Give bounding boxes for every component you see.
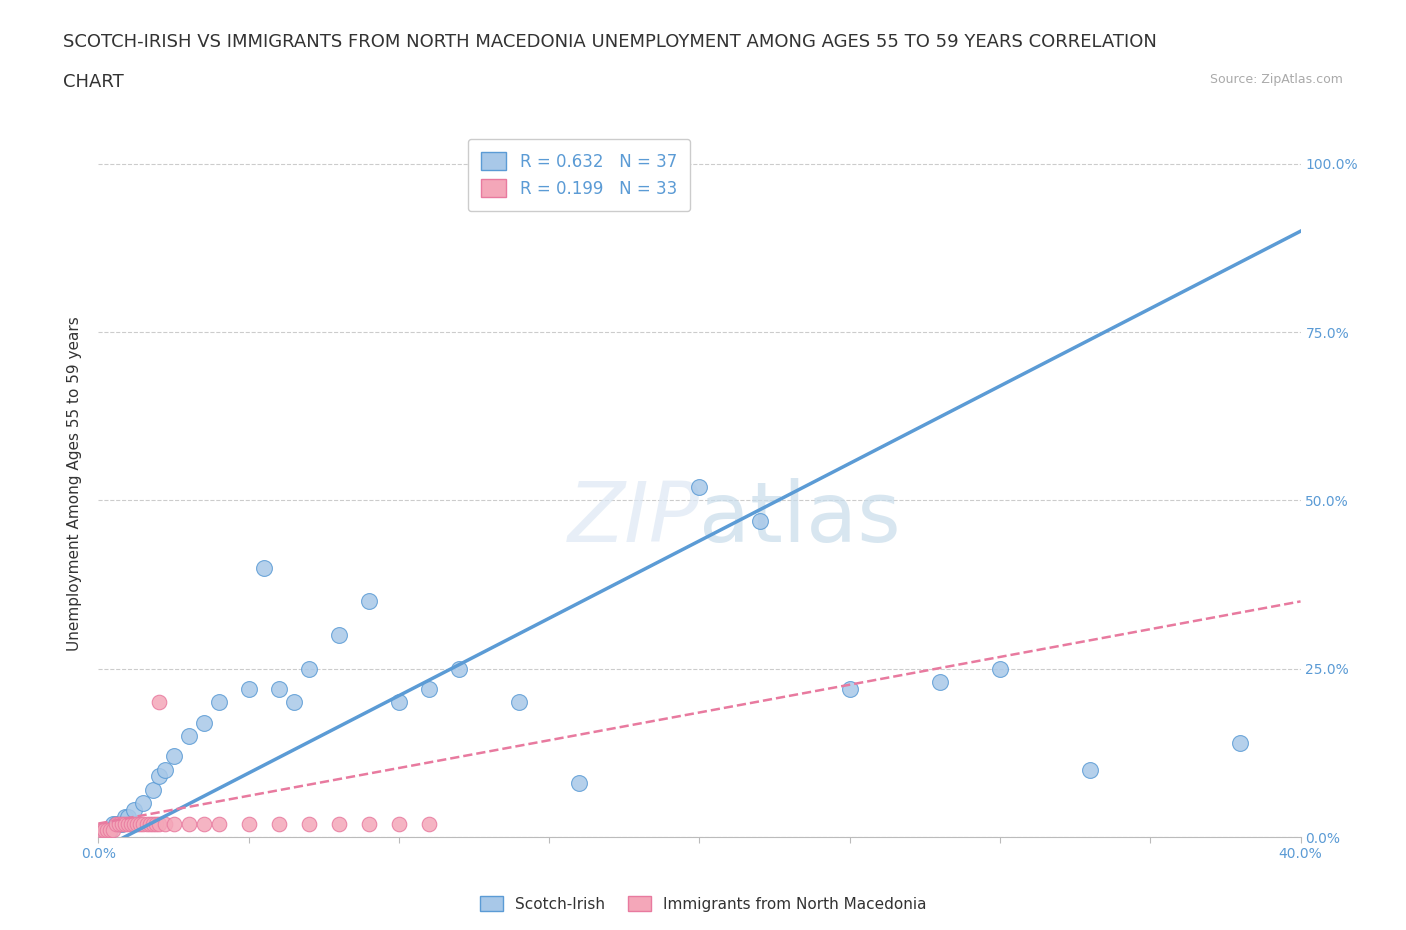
Point [267,817,290,831]
Point [177,817,200,831]
Point [148,695,170,710]
Point [298,661,321,676]
Point [328,628,350,643]
Point [193,817,215,831]
Point [114,817,136,831]
Point [208,817,231,831]
Point [138,817,160,831]
Point [148,769,170,784]
Point [283,695,305,710]
Point [132,817,155,831]
Point [111,817,134,831]
Point [447,661,470,676]
Point [103,817,125,831]
Point [153,763,176,777]
Point [124,817,146,831]
Point [141,782,163,797]
Point [177,728,200,743]
Point [105,817,128,831]
Point [117,809,139,824]
Point [689,480,711,495]
Text: atlas: atlas [700,478,901,560]
Y-axis label: Unemployment Among Ages 55 to 59 years: Unemployment Among Ages 55 to 59 years [67,316,83,651]
Point [162,749,184,764]
Point [127,817,149,831]
Point [129,817,152,831]
Point [114,809,136,824]
Point [418,682,440,697]
Point [298,817,321,831]
Point [162,817,184,831]
Point [238,817,260,831]
Legend: R = 0.632   N = 37, R = 0.199   N = 33: R = 0.632 N = 37, R = 0.199 N = 33 [468,139,690,211]
Point [418,817,440,831]
Point [988,661,1011,676]
Point [838,682,860,697]
Point [267,682,290,697]
Point [93,823,115,838]
Point [105,817,128,831]
Point [108,817,131,831]
Point [153,817,176,831]
Point [96,823,118,838]
Point [357,817,380,831]
Point [141,817,163,831]
Point [100,823,122,838]
Point [135,817,157,831]
Point [208,695,231,710]
Legend: Scotch-Irish, Immigrants from North Macedonia: Scotch-Irish, Immigrants from North Mace… [474,889,932,918]
Point [93,823,115,838]
Point [121,817,143,831]
Text: Source: ZipAtlas.com: Source: ZipAtlas.com [1209,73,1343,86]
Point [103,823,125,838]
Point [145,817,167,831]
Point [748,513,770,528]
Text: SCOTCH-IRISH VS IMMIGRANTS FROM NORTH MACEDONIA UNEMPLOYMENT AMONG AGES 55 TO 59: SCOTCH-IRISH VS IMMIGRANTS FROM NORTH MA… [63,33,1157,50]
Point [90,823,112,838]
Point [328,817,350,831]
Point [148,817,170,831]
Point [1229,736,1251,751]
Point [388,695,411,710]
Point [117,817,139,831]
Point [929,675,952,690]
Text: ZIP: ZIP [568,478,700,560]
Point [124,803,146,817]
Point [508,695,530,710]
Point [96,823,118,838]
Point [238,682,260,697]
Point [388,817,411,831]
Point [132,796,155,811]
Point [1078,763,1101,777]
Point [253,560,276,575]
Point [100,823,122,838]
Point [568,776,591,790]
Point [108,817,131,831]
Point [111,817,134,831]
Point [357,594,380,609]
Text: CHART: CHART [63,73,124,90]
Point [193,715,215,730]
